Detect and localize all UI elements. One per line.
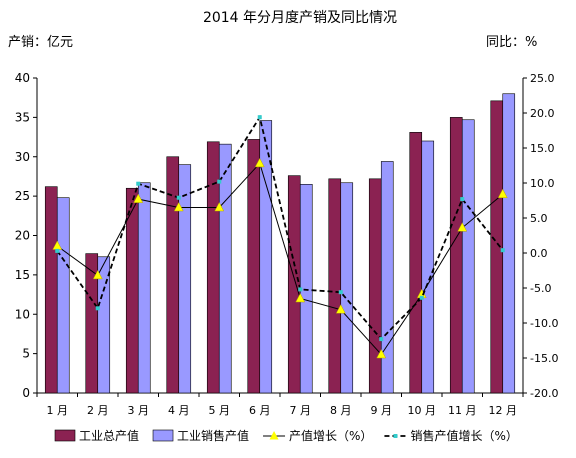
left-tick-label: 35 xyxy=(15,110,30,124)
right-tick-label: 0.0 xyxy=(530,247,548,260)
bar-sales-output xyxy=(421,140,435,394)
right-tick-label: 10.0 xyxy=(530,177,555,190)
marker-sales-growth xyxy=(338,290,343,295)
line-sales-growth xyxy=(56,114,504,341)
marker-sales-growth xyxy=(298,287,303,292)
x-tick-label: 7 月 xyxy=(290,404,312,417)
left-tick-label: 10 xyxy=(15,307,30,321)
x-tick-label: 9 月 xyxy=(371,404,393,417)
right-tick-label: 15.0 xyxy=(530,142,555,155)
marker-sales-growth xyxy=(419,295,424,300)
right-tick-label: 20.0 xyxy=(530,107,555,120)
x-tick-label: 5 月 xyxy=(209,404,231,417)
x-tick-label: 12 月 xyxy=(489,404,518,417)
x-tick-label: 11 月 xyxy=(448,404,477,417)
right-tick-label: -15.0 xyxy=(530,352,558,365)
x-tick-label: 6 月 xyxy=(249,404,271,417)
marker-sales-growth xyxy=(95,306,100,311)
left-tick-label: 15 xyxy=(15,268,30,282)
left-tick-label: 20 xyxy=(15,229,30,243)
marker-sales-growth xyxy=(379,337,384,342)
right-tick-label: -5.0 xyxy=(530,282,551,295)
marker-output-growth xyxy=(214,201,225,212)
right-tick-label: -10.0 xyxy=(530,317,558,330)
x-tick-label: 2 月 xyxy=(87,404,109,417)
bar-total-output xyxy=(44,186,58,394)
marker-output-growth xyxy=(92,269,103,280)
bar-total-output xyxy=(490,100,504,394)
line-output-growth xyxy=(56,162,504,356)
bar-sales-output xyxy=(502,93,516,394)
left-tick-label: 5 xyxy=(22,347,30,361)
legend-marker xyxy=(269,431,279,440)
legend-swatch xyxy=(152,429,174,442)
bar-sales-output xyxy=(97,256,111,394)
marker-sales-growth xyxy=(136,181,141,186)
left-tick-label: 40 xyxy=(15,71,30,85)
marker-sales-growth xyxy=(460,197,465,202)
marker-output-growth xyxy=(376,348,387,359)
bar-total-output xyxy=(328,178,342,394)
left-tick-label: 30 xyxy=(15,150,30,164)
marker-sales-growth xyxy=(217,179,222,184)
legend-label: 销售产值增长（%） xyxy=(410,428,517,443)
bar-total-output xyxy=(449,117,463,394)
chart-title: 2014 年分月度产销及同比情况 xyxy=(203,10,397,26)
legend: 工业总产值 工业销售产值 产值增长（%） 销售产值增长（%） xyxy=(54,428,518,443)
bar-sales-output xyxy=(340,182,354,394)
right-axis-unit-label: 同比：% xyxy=(486,35,537,50)
bar-total-output xyxy=(166,156,180,394)
left-axis-unit-label: 产销：亿元 xyxy=(8,35,73,50)
legend-label: 工业总产值 xyxy=(79,428,139,443)
marker-output-growth xyxy=(254,157,265,168)
left-tick-label: 0 xyxy=(22,386,30,400)
legend-label: 产值增长（%） xyxy=(289,428,372,443)
marker-sales-growth xyxy=(500,248,505,253)
marker-output-growth xyxy=(173,201,184,212)
right-tick-label: 5.0 xyxy=(530,212,548,225)
x-tick-label: 8 月 xyxy=(330,404,352,417)
marker-output-growth xyxy=(335,304,346,314)
left-tick-label: 25 xyxy=(15,189,30,203)
bar-sales-output xyxy=(218,143,232,394)
bar-sales-output xyxy=(178,164,192,394)
right-tick-label: 25.0 xyxy=(530,72,555,85)
marker-sales-growth xyxy=(55,248,60,253)
bar-total-output xyxy=(247,139,261,394)
bar-sales-output xyxy=(56,197,70,394)
bar-total-output xyxy=(409,132,423,394)
marker-output-growth xyxy=(497,188,508,198)
right-tick-label: -20.0 xyxy=(530,387,558,400)
marker-output-growth xyxy=(133,193,144,203)
x-tick-label: 3 月 xyxy=(128,404,150,417)
bar-total-output xyxy=(206,141,220,394)
legend-swatch xyxy=(54,429,76,442)
x-tick-label: 10 月 xyxy=(408,404,437,417)
bar-total-output xyxy=(287,175,301,394)
marker-output-growth xyxy=(295,292,306,303)
marker-sales-growth xyxy=(257,115,262,120)
bar-sales-output xyxy=(259,120,273,394)
x-tick-label: 4 月 xyxy=(168,404,190,417)
plot-area xyxy=(37,78,523,393)
x-tick-label: 1 月 xyxy=(47,404,69,417)
bar-sales-output xyxy=(461,119,475,394)
bar-sales-output xyxy=(380,161,394,394)
marker-sales-growth xyxy=(176,195,181,200)
bar-sales-output xyxy=(137,182,151,394)
marker-output-growth xyxy=(457,222,468,232)
bar-total-output xyxy=(368,178,382,394)
legend-marker xyxy=(393,434,398,438)
legend-label: 工业销售产值 xyxy=(177,428,249,443)
